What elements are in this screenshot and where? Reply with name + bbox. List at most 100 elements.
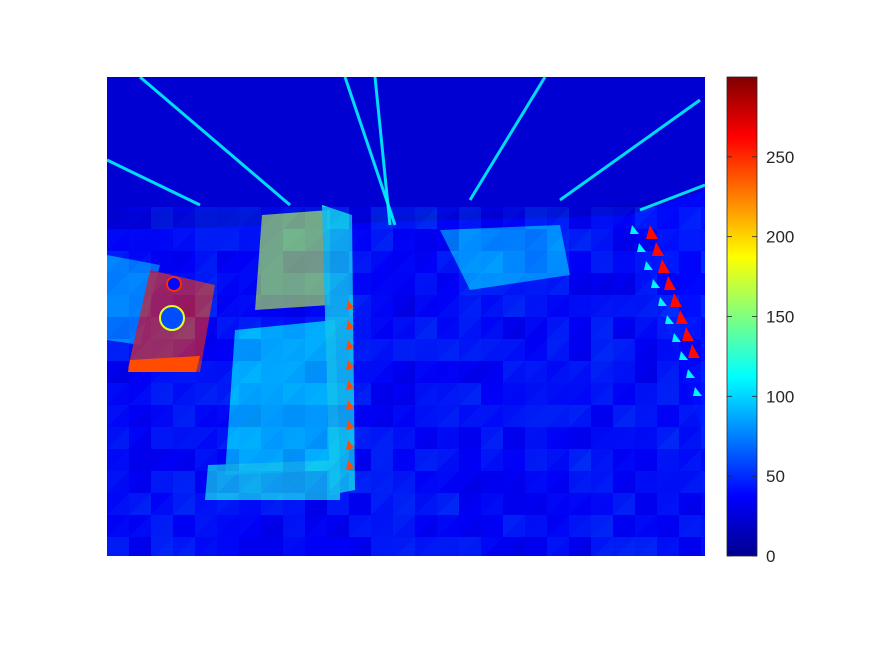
mesh-triangle [371,383,393,405]
mesh-triangle [437,229,459,251]
mesh-triangle [239,383,261,405]
edge-spike [686,369,695,378]
mesh-triangle [613,537,635,556]
mesh-triangle [503,207,525,229]
mesh-triangle [327,295,349,317]
mesh-triangle [613,273,635,295]
mesh-triangle [393,229,415,251]
mesh-triangle [261,229,283,251]
mesh-triangle [217,449,239,471]
mesh-triangle [415,515,437,537]
mesh-triangle [613,361,635,383]
mesh-triangle [261,317,283,339]
mesh-triangle [481,383,503,405]
mesh-triangle [415,295,437,317]
edge-spike [637,243,646,252]
coffee-table-object [159,305,185,331]
mesh-triangle [151,449,173,471]
mesh-triangle [261,339,283,361]
mesh-triangle [217,229,239,251]
mesh-triangle [195,229,217,251]
mesh-triangle [217,471,239,493]
mesh-triangle [525,317,547,339]
mesh-triangle [371,295,393,317]
mesh-triangle [635,383,657,405]
mesh-triangle [151,339,173,361]
mesh-triangle [393,383,415,405]
mesh-triangle [261,295,283,317]
mesh-triangle [437,339,459,361]
mesh-triangle [459,427,481,449]
mesh-triangle [393,427,415,449]
mesh-triangle [481,427,503,449]
mesh-triangle [481,207,503,229]
mesh-triangle [437,295,459,317]
mesh-triangle [239,449,261,471]
mesh-triangle [349,251,371,273]
mesh-triangle [701,247,705,251]
mesh-triangle [239,449,261,471]
mesh-triangle [657,427,679,449]
mesh-triangle [195,361,217,383]
edge-spike [679,351,688,360]
mesh-triangle [657,229,679,251]
edge-spike [346,340,354,350]
mesh-triangle [195,493,217,515]
mesh-triangle [503,295,525,317]
mesh-triangle [283,273,305,295]
mesh-triangle [701,339,705,361]
mesh-triangle [613,317,635,339]
ceiling-beam [468,77,547,201]
mesh-triangle [129,427,151,449]
mesh-triangle [327,383,349,405]
mesh-triangle [481,339,503,361]
mesh-triangle [635,427,657,449]
mesh-triangle [393,273,415,295]
mesh-triangle [459,405,481,427]
mesh-triangle [635,339,657,361]
mesh-triangle [525,493,547,515]
edge-spike [646,225,658,239]
mesh-triangle [437,251,459,273]
edge-spike [346,420,354,430]
mesh-triangle [371,405,393,427]
mesh-triangle [151,251,173,273]
mesh-triangle [437,493,459,515]
mesh-triangle [261,251,283,273]
mesh-triangle [657,361,679,383]
mesh-triangle [635,317,657,339]
mesh-triangle [107,317,129,339]
mesh-triangle [679,515,701,537]
mesh-triangle [151,207,173,229]
mesh-triangle [195,427,217,449]
mesh-triangle [635,383,657,405]
mesh-triangle [613,361,635,383]
mesh-triangle [349,537,371,556]
mesh-triangle [591,339,613,361]
mesh-triangle [635,207,657,229]
mesh-triangle [657,229,679,251]
mesh-triangle [371,449,393,471]
mesh-triangle [151,229,173,251]
mesh-triangle [261,383,283,405]
mesh-triangle [151,449,173,471]
mesh-triangle [613,471,635,493]
mesh-triangle [239,361,261,383]
mesh-triangle [591,251,613,273]
mesh-triangle [107,295,129,317]
mesh-triangle [195,493,217,515]
mesh-triangle [173,449,195,471]
mesh-triangle [503,515,525,537]
mesh-triangle [481,515,503,537]
mesh-triangle [151,273,173,295]
mesh-triangle [569,273,591,295]
mesh-triangle [349,427,371,449]
mesh-triangle [547,339,569,361]
mesh-triangle [327,449,349,471]
mesh-triangle [679,295,701,317]
mesh-triangle [305,427,327,449]
mesh-triangle [569,273,591,295]
mesh-triangle [393,361,415,383]
mesh-triangle [151,383,173,405]
mesh-triangle [217,295,239,317]
